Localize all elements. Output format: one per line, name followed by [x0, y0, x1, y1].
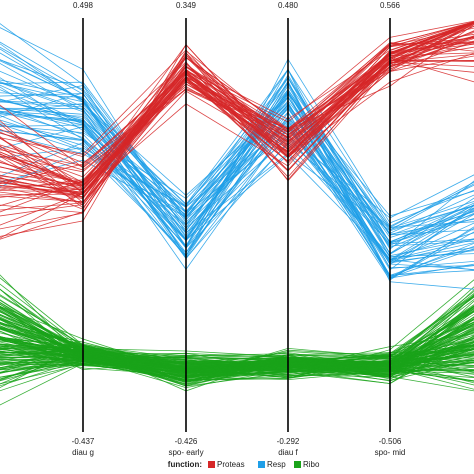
- proteas-line: [0, 21, 474, 183]
- proteas-line: [0, 22, 474, 186]
- proteas-line: [0, 59, 474, 191]
- proteas-line: [0, 36, 474, 207]
- resp-line: [0, 92, 474, 242]
- axis-min-label: -0.292: [277, 437, 300, 446]
- axis-min-label: -0.426: [175, 437, 198, 446]
- proteas-line: [0, 20, 474, 178]
- proteas-line: [0, 22, 474, 237]
- legend-title: function:: [168, 460, 202, 469]
- proteas-line: [0, 42, 474, 230]
- resp-line: [0, 84, 474, 271]
- legend: function: Proteas Resp Ribo: [168, 460, 320, 469]
- resp-line: [0, 82, 474, 269]
- ribo-line: [0, 318, 474, 371]
- proteas-line: [0, 23, 474, 209]
- axis-name-label: spo- early: [168, 448, 203, 457]
- resp-line: [0, 48, 474, 257]
- legend-swatch: [258, 461, 265, 468]
- resp-line: [0, 79, 474, 259]
- ribo-line: [0, 321, 474, 385]
- axis-min-label: -0.437: [72, 437, 95, 446]
- axis-max-label: 0.480: [278, 1, 299, 10]
- proteas-line: [0, 43, 474, 173]
- proteas-line: [0, 44, 474, 186]
- resp-line: [0, 92, 474, 234]
- ribo-line: [0, 295, 474, 385]
- resp-line: [0, 96, 474, 265]
- resp-line: [0, 82, 474, 245]
- proteas-line: [0, 21, 474, 196]
- polyline-layer: [0, 20, 474, 406]
- ribo-line: [0, 305, 474, 371]
- ribo-line: [0, 323, 474, 373]
- proteas-line: [0, 22, 474, 195]
- proteas-line: [0, 42, 474, 203]
- ribo-line: [0, 348, 474, 382]
- resp-line: [0, 82, 474, 279]
- resp-line: [0, 76, 474, 244]
- axis-max-label: 0.349: [176, 1, 197, 10]
- proteas-line: [0, 36, 474, 187]
- legend-swatch: [294, 461, 301, 468]
- proteas-line: [0, 35, 474, 214]
- axis-name-label: diau g: [72, 448, 94, 457]
- proteas-line: [0, 56, 474, 200]
- proteas-line: [0, 63, 474, 191]
- proteas-line: [0, 21, 474, 198]
- axis-name-label: diau f: [278, 448, 298, 457]
- resp-line: [0, 23, 474, 236]
- proteas-line: [0, 52, 474, 168]
- ribo-line: [0, 321, 474, 369]
- ribo-line: [0, 308, 474, 373]
- axis-name-label: spo- mid: [375, 448, 406, 457]
- axes-layer: 0.498 -0.437 diau g 0.349 -0.426 spo- early 0.…: [72, 1, 406, 457]
- legend-entry-label: Proteas: [217, 460, 245, 469]
- axis-min-label: -0.506: [379, 437, 402, 446]
- legend-swatch: [208, 461, 215, 468]
- axis-max-label: 0.498: [73, 1, 94, 10]
- legend-entry-label: Ribo: [303, 460, 320, 469]
- resp-line: [0, 88, 474, 244]
- resp-line: [0, 90, 474, 246]
- axis-max-label: 0.566: [380, 1, 401, 10]
- resp-line: [0, 85, 474, 249]
- ribo-line: [0, 307, 474, 376]
- resp-line: [0, 96, 474, 248]
- ribo-line: [0, 288, 474, 372]
- resp-line: [0, 107, 474, 264]
- resp-line: [0, 93, 474, 279]
- resp-line: [0, 77, 474, 250]
- resp-line: [0, 115, 474, 279]
- resp-line: [0, 98, 474, 261]
- legend-entry-label: Resp: [267, 460, 286, 469]
- resp-line: [0, 81, 474, 280]
